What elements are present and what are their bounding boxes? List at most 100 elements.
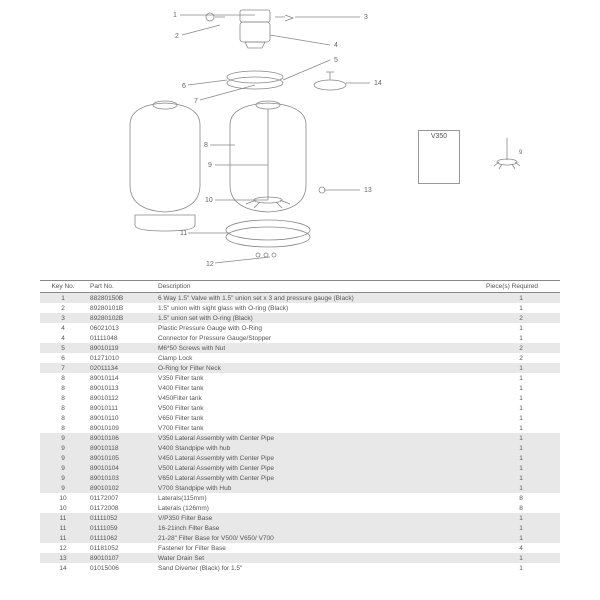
cell-desc: V650 Lateral Assembly with Center Pipe — [154, 473, 482, 483]
table-row: 889010111V500 Filter tank1 — [40, 403, 560, 413]
cell-desc: V350 Filter tank — [154, 373, 482, 383]
cell-desc: Plastic Pressure Gauge with O-Ring — [154, 323, 482, 333]
page: 1 2 3 4 5 6 7 8 9 10 11 12 13 14 V350 — [0, 0, 600, 600]
table-row: 989010105V450 Lateral Assembly with Cent… — [40, 453, 560, 463]
cell-desc: V500 Filter tank — [154, 403, 482, 413]
cell-key: 8 — [40, 403, 86, 413]
cell-qty: 8 — [482, 503, 560, 513]
cell-qty: 1 — [482, 433, 560, 443]
svg-text:4: 4 — [334, 42, 338, 49]
table-row: 702011134O-Ring for Filter Neck1 — [40, 363, 560, 373]
table-row: 889010114V350 Filter tank1 — [40, 373, 560, 383]
cell-part: 89010103 — [86, 473, 154, 483]
cell-part: 89010107 — [86, 553, 154, 563]
svg-text:14: 14 — [374, 80, 382, 87]
cell-part: 89280101B — [86, 303, 154, 313]
cell-qty: 1 — [482, 483, 560, 493]
svg-text:9: 9 — [208, 162, 212, 169]
cell-part: 06021013 — [86, 323, 154, 333]
cell-qty: 1 — [482, 373, 560, 383]
cell-qty: 1 — [482, 473, 560, 483]
table-row: 1389010107Water Drain Set1 — [40, 553, 560, 563]
table-row: 989010118V400 Standpipe with hub1 — [40, 443, 560, 453]
cell-key: 9 — [40, 463, 86, 473]
cell-part: 89010114 — [86, 373, 154, 383]
svg-text:5: 5 — [334, 57, 338, 64]
cell-part: 88280150B — [86, 293, 154, 304]
svg-text:10: 10 — [205, 197, 213, 204]
cell-desc: 6 Way 1.5" Valve with 1.5" union set x 3… — [154, 293, 482, 304]
cell-desc: Fastener for Filter Base — [154, 543, 482, 553]
svg-text:1: 1 — [173, 12, 177, 19]
v350-inset: V350 9 — [418, 130, 460, 184]
cell-desc: V650 Filter tank — [154, 413, 482, 423]
cell-part: 01172007 — [86, 493, 154, 503]
v350-label: V350 — [431, 133, 447, 140]
table-row: 889010109V700 Filter tank1 — [40, 423, 560, 433]
cell-desc: V700 Filter tank — [154, 423, 482, 433]
cell-qty: 1 — [482, 383, 560, 393]
svg-text:3: 3 — [364, 14, 368, 21]
cell-qty: 1 — [482, 363, 560, 373]
cell-part: 89010102 — [86, 483, 154, 493]
cell-key: 8 — [40, 413, 86, 423]
cell-key: 10 — [40, 493, 86, 503]
table-row: 889010112V450Filter tank1 — [40, 393, 560, 403]
cell-desc: V/P350 Filter Base — [154, 513, 482, 523]
header-qty: Piece(s) Required — [482, 281, 560, 293]
table-row: 889010110V650 Filter tank1 — [40, 413, 560, 423]
cell-key: 8 — [40, 423, 86, 433]
cell-part: 01111048 — [86, 333, 154, 343]
svg-text:2: 2 — [175, 33, 179, 40]
table-row: 889010113V400 Filter tank1 — [40, 383, 560, 393]
cell-qty: 1 — [482, 443, 560, 453]
cell-qty: 1 — [482, 513, 560, 523]
cell-desc: V450 Lateral Assembly with Center Pipe — [154, 453, 482, 463]
cell-qty: 1 — [482, 533, 560, 543]
table-row: 1001172007Laterals(115mm)8 — [40, 493, 560, 503]
cell-desc: Sand Diverter (Black) for 1.5" — [154, 563, 482, 573]
table-row: 110111105916-21inch Filter Base1 — [40, 523, 560, 533]
cell-key: 8 — [40, 373, 86, 383]
cell-key: 11 — [40, 523, 86, 533]
cell-desc: 21-28" Filter Base for V500/ V650/ V700 — [154, 533, 482, 543]
cell-key: 3 — [40, 313, 86, 323]
cell-part: 02011134 — [86, 363, 154, 373]
cell-key: 9 — [40, 453, 86, 463]
cell-qty: 4 — [482, 543, 560, 553]
cell-qty: 1 — [482, 323, 560, 333]
cell-qty: 1 — [482, 413, 560, 423]
table-body: 1 88280150B6 Way 1.5" Valve with 1.5" uni… — [40, 293, 560, 574]
cell-key: 4 — [40, 323, 86, 333]
cell-part: 89010111 — [86, 403, 154, 413]
cell-key: 7 — [40, 363, 86, 373]
table-row: 1101111052V/P350 Filter Base1 — [40, 513, 560, 523]
cell-key: 8 — [40, 393, 86, 403]
cell-qty: 1 — [482, 453, 560, 463]
table-row: 401111048Connector for Pressure Gauge/St… — [40, 333, 560, 343]
cell-desc: V450Filter tank — [154, 393, 482, 403]
cell-key: 4 — [40, 333, 86, 343]
cell-key: 14 — [40, 563, 86, 573]
cell-desc: V400 Standpipe with hub — [154, 443, 482, 453]
cell-key: 11 — [40, 513, 86, 523]
cell-part: 89010109 — [86, 423, 154, 433]
cell-part: 01271010 — [86, 353, 154, 363]
cell-part: 89010110 — [86, 413, 154, 423]
cell-part: 89010105 — [86, 453, 154, 463]
cell-key: 9 — [40, 483, 86, 493]
table-row: 589010119M6*50 Screws with Nut2 — [40, 343, 560, 353]
parts-table: Key No. Part No. Description Piece(s) Re… — [40, 280, 560, 573]
cell-part: 89010119 — [86, 343, 154, 353]
cell-qty: 1 — [482, 523, 560, 533]
cell-key: 10 — [40, 503, 86, 513]
cell-desc: V400 Filter tank — [154, 383, 482, 393]
cell-desc: Laterals (126mm) — [154, 503, 482, 513]
table-row: 110111106221-28" Filter Base for V500/ V… — [40, 533, 560, 543]
svg-text:9: 9 — [519, 150, 523, 156]
table-row: 989010104V500 Lateral Assembly with Cent… — [40, 463, 560, 473]
cell-part: 89010112 — [86, 393, 154, 403]
cell-qty: 1 — [482, 293, 560, 304]
cell-key: 9 — [40, 473, 86, 483]
cell-qty: 1 — [482, 393, 560, 403]
